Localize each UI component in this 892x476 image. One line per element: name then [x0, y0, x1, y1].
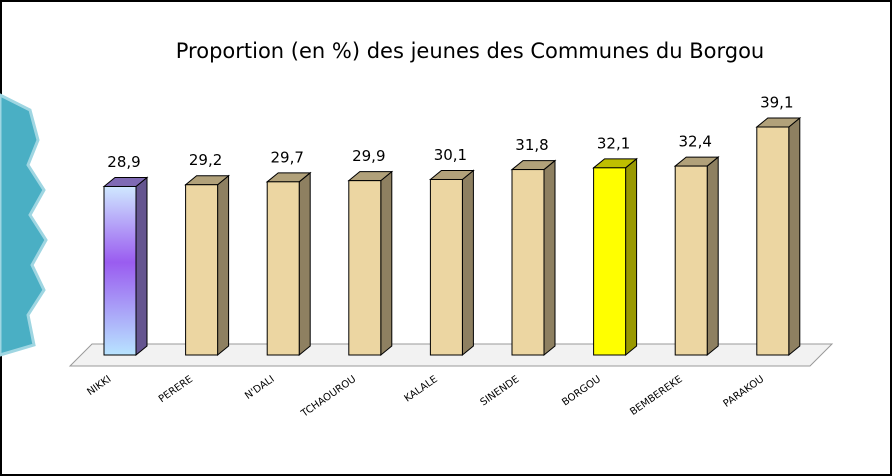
chart-title: Proportion (en %) des jeunes des Commune… — [176, 39, 765, 63]
bar — [266, 181, 300, 356]
bar — [429, 178, 463, 356]
bar-side — [298, 171, 311, 357]
value-label: 31,8 — [515, 136, 548, 154]
bar — [103, 185, 137, 356]
decoration — [0, 93, 48, 357]
bar — [511, 169, 545, 356]
bar — [674, 165, 708, 356]
bar — [185, 184, 219, 356]
value-label: 29,2 — [189, 151, 222, 169]
bar — [593, 167, 627, 356]
bar — [348, 180, 382, 356]
bar-side — [135, 176, 148, 357]
bar-side — [380, 170, 393, 357]
bar-side — [461, 169, 474, 357]
value-label: 32,4 — [678, 133, 711, 151]
bar-side — [788, 116, 801, 357]
value-label: 29,7 — [270, 148, 303, 166]
bar-side — [706, 156, 719, 357]
value-label: 28,9 — [107, 153, 140, 171]
bar-side — [625, 157, 638, 357]
value-label: 32,1 — [597, 134, 630, 152]
bar-side — [217, 174, 230, 357]
value-label: 30,1 — [434, 146, 467, 164]
value-label: 29,9 — [352, 147, 385, 165]
bar — [756, 126, 790, 356]
value-label: 39,1 — [760, 94, 793, 112]
bar-side — [543, 159, 556, 357]
